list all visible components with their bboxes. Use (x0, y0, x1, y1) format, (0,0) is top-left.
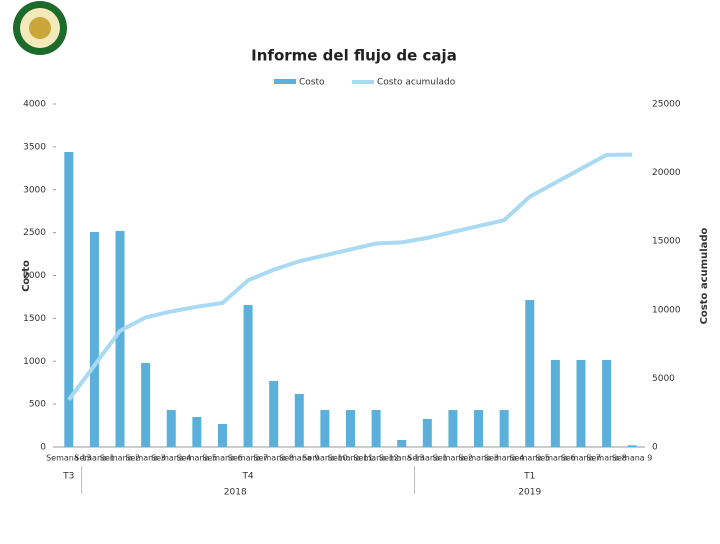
x-tick-label: Semana 9 (612, 454, 652, 463)
y-tick-label: 2000 (23, 271, 46, 281)
y2-tick-label: 15000 (652, 237, 681, 247)
year-label: 2018 (224, 488, 247, 498)
quarter-label: T3 (62, 472, 74, 482)
line (67, 152, 633, 401)
y2-axis-title: Costo acumulado (699, 227, 710, 324)
x-tick-label: Semana 6 (202, 454, 242, 463)
bar (269, 380, 279, 447)
x-tick-label: Semana 11 (328, 454, 373, 463)
bar (320, 410, 330, 447)
x-tick-label: Semana 9 (279, 454, 319, 463)
bar (166, 410, 176, 447)
bar (217, 424, 227, 447)
quarter-label: T1 (523, 472, 535, 482)
x-tick-label: Semana 5 (177, 454, 217, 463)
x-tick-label: Semana 8 (254, 454, 294, 463)
bar (89, 232, 99, 447)
x-tick-label: Semana 4 (484, 454, 524, 463)
legend-label: Costo acumulado (377, 78, 456, 88)
y-tick-label: 1000 (23, 357, 46, 367)
bar (499, 410, 509, 447)
x-tick-label: Semana 4 (151, 454, 191, 463)
bar (422, 418, 432, 447)
x-tick-label: Semana 12 (353, 454, 398, 463)
bar (141, 362, 151, 447)
quarter-label: T4 (241, 472, 253, 482)
bar (243, 304, 253, 447)
x-tick-label: Semana 1 (74, 454, 114, 463)
y-axis-title: Costo (21, 260, 32, 292)
x-tick-label: Semana 7 (561, 454, 601, 463)
y-tick-label: 0 (40, 443, 46, 453)
bar (602, 359, 612, 447)
legend-label: Costo (299, 78, 325, 88)
x-tick-label: Semana 10 (302, 454, 347, 463)
y-tick-label: 2500 (23, 228, 46, 238)
y2-tick-label: 25000 (652, 100, 681, 110)
bar (525, 300, 535, 447)
bar (371, 410, 381, 447)
logo (13, 1, 67, 55)
y-tick-label: 500 (29, 400, 46, 410)
bar (550, 359, 560, 447)
x-tick-label: Semana 3 (125, 454, 165, 463)
bar (115, 230, 125, 447)
bar (192, 416, 202, 447)
year-label: 2019 (518, 488, 541, 498)
y2-tick-label: 20000 (652, 168, 681, 178)
x-tick-label: Semana 13 (379, 454, 424, 463)
x-tick-label: Semana 5 (510, 454, 550, 463)
x-tick-label: Semana 3 (458, 454, 498, 463)
x-tick-label: Semana 2 (433, 454, 473, 463)
x-tick-label: Semana 13 (46, 454, 91, 463)
y2-tick-label: 5000 (652, 374, 675, 384)
x-tick-label: Semana 6 (535, 454, 575, 463)
bar (64, 152, 74, 447)
y2-tick-label: 10000 (652, 305, 681, 315)
x-tick-label: Semana 1 (407, 454, 447, 463)
bar (397, 439, 407, 447)
x-tick-label: Semana 7 (228, 454, 268, 463)
bar (474, 410, 484, 447)
y2-tick-label: 0 (652, 443, 658, 453)
chart-title: Informe del flujo de caja (251, 47, 457, 65)
bar (627, 445, 637, 447)
bar (448, 410, 458, 447)
y-tick-label: 3000 (23, 185, 46, 195)
x-tick-label: Semana 8 (586, 454, 626, 463)
bar (346, 410, 355, 447)
bar (294, 394, 304, 447)
y-tick-label: 1500 (23, 314, 46, 324)
y-tick-label: 4000 (23, 100, 46, 110)
x-tick-label: Semana 2 (100, 454, 140, 463)
legend-swatch (274, 79, 296, 84)
bar (576, 359, 586, 447)
y-tick-label: 3500 (23, 142, 46, 152)
